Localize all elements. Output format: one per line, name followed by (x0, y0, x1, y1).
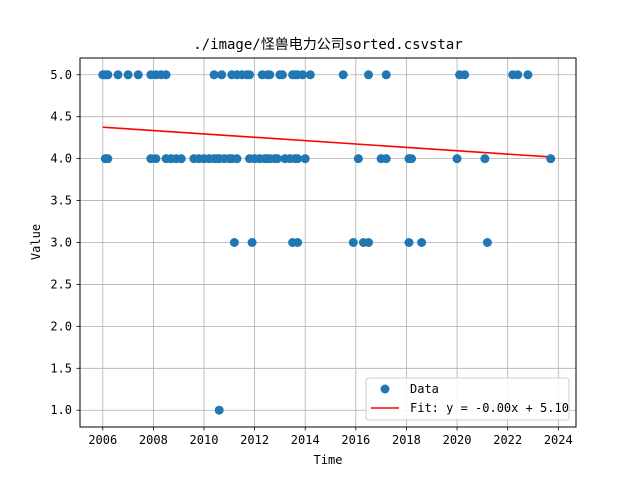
data-point (229, 238, 239, 247)
y-tick-label: 2.0 (50, 319, 72, 333)
x-tick-label: 2018 (392, 433, 421, 447)
x-tick-label: 2010 (190, 433, 219, 447)
chart-title: ./image/怪兽电力公司sorted.csvstar (193, 37, 462, 53)
data-point (353, 154, 363, 164)
y-tick-label: 2.5 (50, 277, 72, 291)
x-tick-label: 2008 (139, 433, 168, 447)
x-tick-label: 2020 (443, 433, 472, 447)
data-point (417, 238, 427, 247)
data-point (363, 70, 373, 80)
data-point (305, 70, 315, 80)
data-point (381, 70, 391, 80)
data-point (363, 238, 373, 247)
data-point (133, 70, 143, 80)
x-axis-label: Time (314, 453, 343, 467)
y-tick-label: 4.5 (50, 110, 72, 124)
y-tick-label: 3.5 (50, 194, 72, 208)
data-point (113, 70, 123, 80)
data-point (404, 238, 414, 247)
data-point (232, 154, 242, 164)
y-tick-label: 4.0 (50, 152, 72, 166)
legend-marker-data (380, 384, 390, 394)
x-tick-label: 2014 (291, 433, 320, 447)
axis-ticks: 2006 2008 2010 2012 2014 2016 2018 2020 2022 2024… (50, 68, 572, 447)
x-tick-label: 2024 (544, 433, 573, 447)
scatter-points (98, 70, 556, 415)
x-tick-label: 2016 (341, 433, 370, 447)
x-tick-label: 2006 (88, 433, 117, 447)
data-point (300, 154, 310, 164)
data-point (480, 154, 490, 164)
data-point (247, 238, 257, 247)
data-point (277, 70, 287, 80)
data-point (482, 238, 492, 247)
data-point (245, 70, 255, 80)
x-tick-label: 2022 (493, 433, 522, 447)
data-point (293, 154, 303, 164)
y-tick-label: 3.0 (50, 236, 72, 250)
fit-line (102, 126, 551, 158)
data-point (381, 154, 391, 164)
data-point (103, 154, 113, 164)
y-axis-label: Value (29, 224, 43, 260)
data-point (161, 70, 171, 80)
data-point (103, 70, 113, 80)
data-point (452, 154, 462, 164)
y-tick-label: 1.0 (50, 403, 72, 417)
data-point (546, 154, 556, 164)
data-point (407, 154, 417, 164)
data-point (348, 238, 358, 247)
fit-line-layer (102, 126, 551, 158)
legend-box (365, 377, 570, 421)
legend-label-data: Data (410, 382, 439, 396)
data-point (293, 238, 303, 247)
data-point (217, 70, 227, 80)
data-point (513, 70, 523, 80)
data-point (460, 70, 470, 80)
y-tick-label: 5.0 (50, 68, 72, 82)
data-point (151, 154, 161, 164)
data-point (265, 70, 275, 80)
data-point (298, 70, 308, 80)
data-point (209, 70, 219, 80)
data-point (214, 405, 224, 415)
legend-label-fit: Fit: y = -0.00x + 5.10 (410, 401, 569, 415)
data-point (523, 70, 533, 80)
data-point (272, 154, 282, 164)
data-point (176, 154, 186, 164)
legend: Data Fit: y = -0.00x + 5.10 (365, 377, 570, 421)
x-tick-label: 2012 (240, 433, 269, 447)
data-point (123, 70, 133, 80)
data-point (338, 70, 348, 80)
y-tick-label: 1.5 (50, 361, 72, 375)
